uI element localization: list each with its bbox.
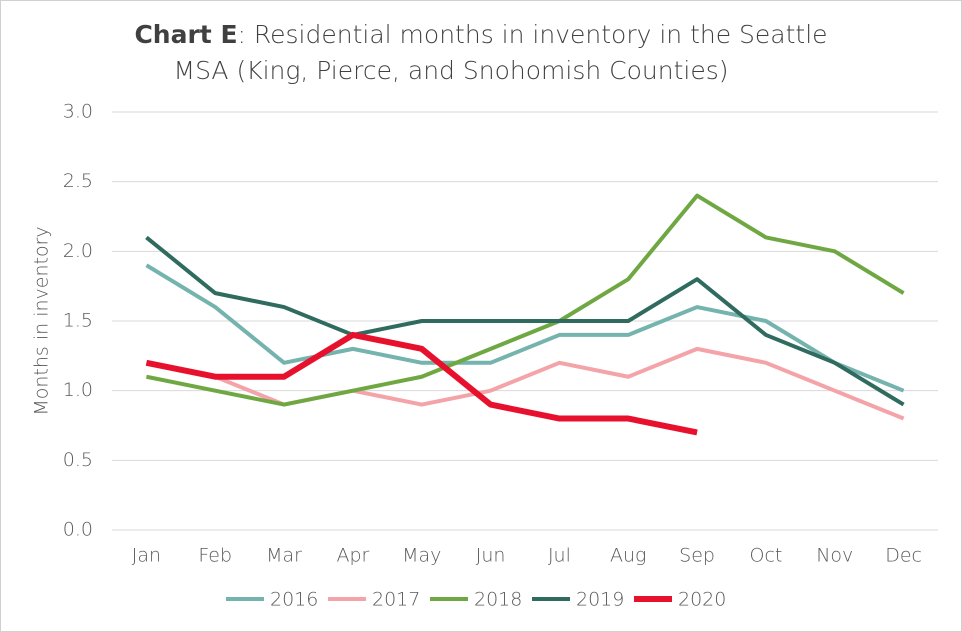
- x-tick-label: Apr: [336, 545, 369, 567]
- y-tick-label: 0.0: [63, 519, 93, 541]
- series-line: [145, 235, 905, 407]
- x-tick-label: Oct: [749, 545, 782, 567]
- y-tick-label: 2.0: [63, 240, 93, 262]
- x-tick-label: Aug: [610, 545, 646, 567]
- y-tick-label: 1.5: [63, 310, 93, 332]
- x-tick-label: Dec: [885, 545, 922, 567]
- y-axis-label: Months in inventory: [31, 226, 53, 415]
- y-tick-label: 2.5: [63, 170, 93, 192]
- legend-label: 2020: [678, 589, 726, 611]
- legend-label: 2019: [576, 589, 624, 611]
- x-tick-label: Mar: [266, 545, 302, 567]
- chart-title: Chart E: Residential months in inventory…: [134, 20, 827, 49]
- legend-label: 2018: [474, 589, 522, 611]
- x-tick-label: Sep: [679, 545, 715, 567]
- legend-label: 2016: [270, 589, 318, 611]
- title-text: : Residential months in inventory in the…: [238, 20, 828, 49]
- chart-title: MSA (King, Pierce, and Snohomish Countie…: [174, 56, 729, 85]
- legend-label: 2017: [372, 589, 420, 611]
- series-line: [145, 263, 905, 393]
- y-tick-label: 0.5: [63, 449, 93, 471]
- title-lead: Chart E: [134, 20, 237, 49]
- series-line: [146, 346, 905, 421]
- series-line: [145, 331, 698, 436]
- x-tick-label: Jan: [132, 545, 161, 567]
- x-tick-label: Feb: [198, 545, 232, 567]
- x-tick-label: Jun: [476, 545, 506, 567]
- series-line: [146, 193, 905, 407]
- x-tick-label: Jul: [548, 545, 571, 567]
- y-tick-label: 1.0: [63, 379, 93, 401]
- x-tick-label: Nov: [816, 545, 853, 567]
- x-tick-label: May: [402, 545, 441, 567]
- y-tick-label: 3.0: [63, 101, 93, 123]
